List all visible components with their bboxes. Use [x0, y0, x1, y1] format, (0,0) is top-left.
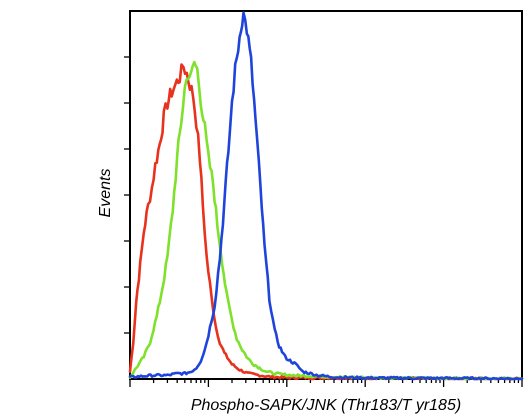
series-line-3 [128, 11, 524, 381]
series-line-1 [128, 63, 524, 381]
y-axis-label: Events [97, 169, 114, 218]
x-axis-label: Phospho-SAPK/JNK (Thr183/T yr185) [191, 397, 461, 414]
series-line-2 [128, 60, 524, 381]
histogram-curves [128, 11, 524, 381]
plot-frame [129, 10, 523, 380]
y-axis-ticks [124, 56, 130, 334]
x-axis-ticks [129, 379, 523, 387]
